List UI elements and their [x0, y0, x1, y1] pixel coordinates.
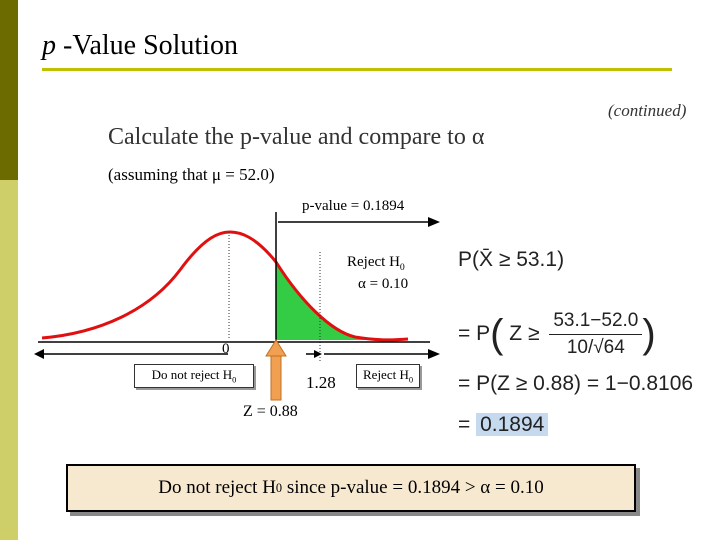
assumption-text: (assuming that μ = 52.0) [108, 165, 275, 184]
formula-line-1: P(X̄ ≥ 53.1) [458, 248, 565, 271]
dnr-arrow-head [34, 349, 44, 359]
continued-note: (continued) [608, 101, 687, 120]
reject-label: Reject H0 [347, 254, 405, 273]
crit-arrow-head [314, 350, 322, 358]
z-statistic-label: Z = 0.88 [243, 403, 298, 420]
pvalue-label: p-value = 0.1894 [302, 198, 405, 214]
calc-instruction: Calculate the p-value and compare to α [108, 124, 485, 150]
title-rule [42, 68, 672, 71]
do-not-reject-box: Do not reject H0 [134, 364, 254, 388]
upper-tail-shade [276, 260, 408, 341]
reject-box: Reject H0 [356, 364, 421, 388]
z-pointer-arrow-head [265, 339, 287, 357]
accent-bar-dark [0, 0, 18, 180]
z-pointer-arrow [270, 351, 282, 401]
alpha-label: α = 0.10 [358, 276, 409, 292]
critical-value-label: 1.28 [306, 373, 336, 392]
formula-line-2: = P( Z ≥ 53.1−52.0 10/√64) [458, 310, 656, 358]
slide-title: p -Value Solution [42, 30, 238, 61]
zero-label: 0 [222, 341, 230, 357]
accent-bar-light [0, 180, 18, 540]
pvalue-arrow-head [428, 217, 440, 227]
formula-line-3: = P(Z ≥ 0.88) = 1−0.8106 [458, 372, 694, 395]
formula-line-4: = 0.1894 [458, 413, 549, 437]
pvalue-result-highlight: 0.1894 [476, 413, 549, 436]
normal-curve [41, 230, 409, 342]
reject-arrow-head [428, 349, 440, 359]
